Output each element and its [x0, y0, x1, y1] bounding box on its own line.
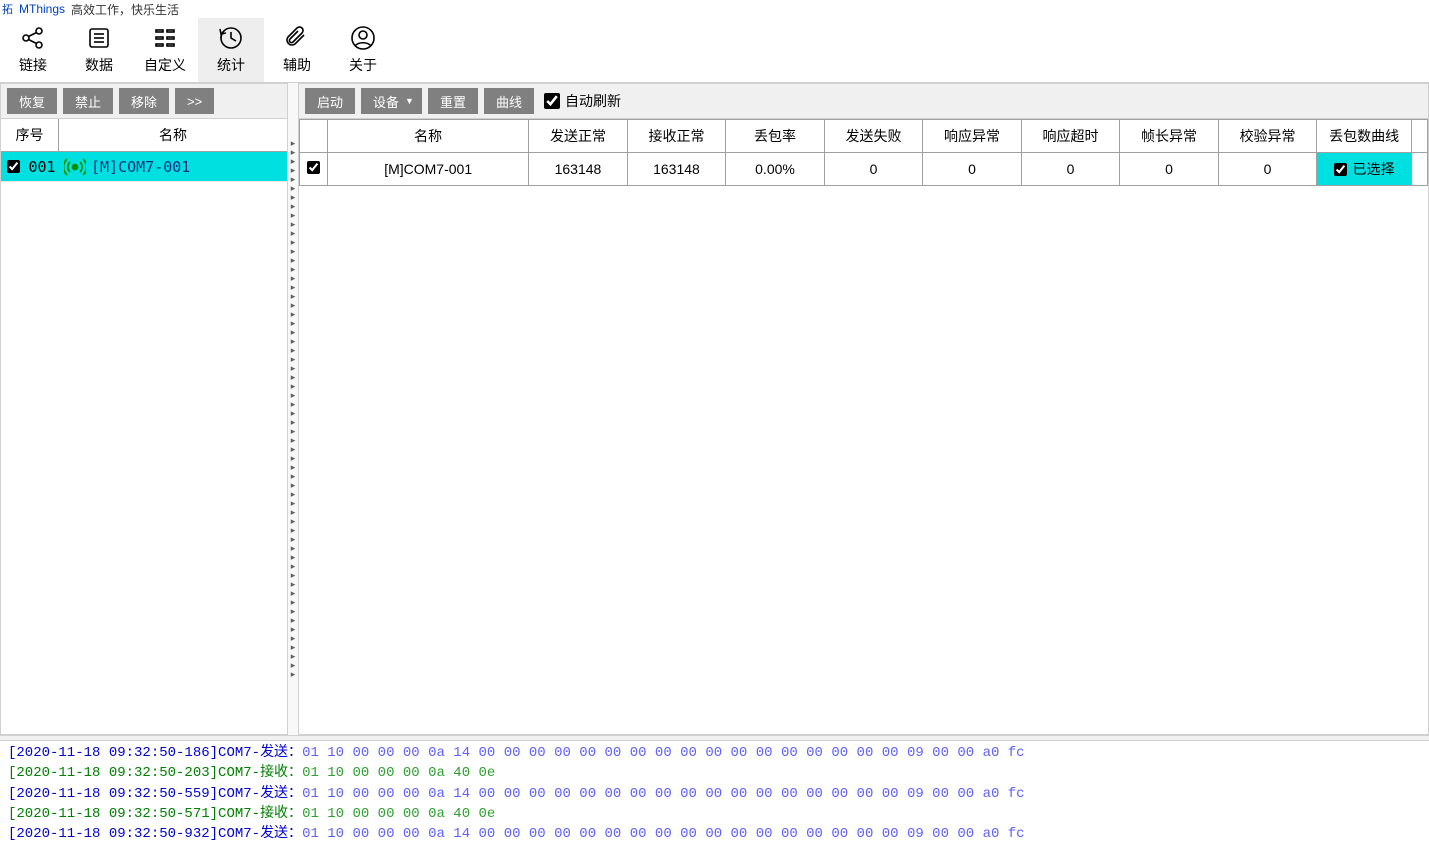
list-icon [86, 25, 112, 51]
signal-icon [59, 156, 91, 178]
cell: 0 [1021, 153, 1120, 186]
cell: 163148 [627, 153, 726, 186]
tab-stats[interactable]: 统计 [198, 18, 264, 82]
left-rows: 001 [M]COM7-001 [1, 152, 287, 734]
cell: [M]COM7-001 [328, 153, 529, 186]
work-area: 恢复 禁止 移除 >> 序号 名称 001 [M]COM7-001 ▸▸▸▸▸▸… [0, 83, 1429, 735]
curve-checkbox[interactable] [1334, 163, 1347, 176]
col-header[interactable]: 名称 [328, 120, 529, 153]
main-tab-bar: 链接 数据 自定义 统计 辅助 关于 [0, 18, 1429, 83]
log-line: [2020-11-18 09:32:50-186]COM7-发送：01 10 0… [8, 743, 1421, 763]
left-col-name: 名称 [59, 119, 287, 151]
app-icon: 拓 [2, 1, 13, 17]
col-header[interactable]: 响应异常 [923, 120, 1022, 153]
log-line: [2020-11-18 09:32:50-559]COM7-发送：01 10 0… [8, 784, 1421, 804]
left-toolbar: 恢复 禁止 移除 >> [1, 84, 287, 119]
share-icon [20, 25, 46, 51]
chevron-down-icon: ▼ [405, 96, 414, 106]
curve-button[interactable]: 曲线 [484, 88, 534, 114]
curve-label: 已选择 [1353, 159, 1395, 179]
history-icon [218, 25, 244, 51]
device-name: [M]COM7-001 [91, 158, 287, 176]
tab-label: 统计 [217, 55, 245, 75]
col-header[interactable]: 响应超时 [1021, 120, 1120, 153]
scroll-cell [1411, 153, 1427, 186]
clip-icon [284, 25, 310, 51]
curve-cell[interactable]: 已选择 [1317, 153, 1412, 186]
col-header[interactable]: 丢包数曲线 [1317, 120, 1412, 153]
tab-link[interactable]: 链接 [0, 18, 66, 82]
right-panel: 启动 设备 ▼ 重置 曲线 自动刷新 名称发送正常接收正常丢包率发送失败响应异常… [298, 83, 1429, 735]
col-header[interactable]: 发送失败 [824, 120, 923, 153]
cell: 0 [923, 153, 1022, 186]
row-checkbox[interactable] [307, 161, 320, 174]
auto-refresh-checkbox[interactable]: 自动刷新 [544, 91, 621, 111]
tab-assist[interactable]: 辅助 [264, 18, 330, 82]
app-motto: 高效工作，快乐生活 [71, 1, 179, 18]
log-panel[interactable]: [2020-11-18 09:32:50-186]COM7-发送：01 10 0… [0, 741, 1429, 851]
left-table-header: 序号 名称 [1, 119, 287, 152]
device-dropdown[interactable]: 设备 ▼ [361, 88, 422, 114]
restore-button[interactable]: 恢复 [7, 88, 57, 114]
user-icon [350, 25, 376, 51]
checkbox-col-header [300, 120, 328, 153]
auto-refresh-input[interactable] [544, 93, 560, 109]
cell: 0 [1218, 153, 1317, 186]
scroll-col-header [1411, 120, 1427, 153]
device-seq: 001 [25, 158, 59, 176]
vertical-splitter[interactable]: ▸▸▸▸▸▸▸▸▸▸▸▸▸▸▸▸▸▸▸▸▸▸▸▸▸▸▸▸▸▸▸▸▸▸▸▸▸▸▸▸… [288, 83, 298, 735]
reset-button[interactable]: 重置 [428, 88, 478, 114]
tab-about[interactable]: 关于 [330, 18, 396, 82]
cell: 0.00% [726, 153, 825, 186]
tab-label: 辅助 [283, 55, 311, 75]
device-label: 设备 [373, 92, 399, 111]
tab-data[interactable]: 数据 [66, 18, 132, 82]
tab-label: 自定义 [144, 55, 186, 75]
titlebar: 拓 MThings 高效工作，快乐生活 [0, 0, 1429, 18]
col-header[interactable]: 帧长异常 [1120, 120, 1219, 153]
auto-refresh-label: 自动刷新 [565, 91, 621, 111]
start-button[interactable]: 启动 [305, 88, 355, 114]
tab-label: 关于 [349, 55, 377, 75]
log-line: [2020-11-18 09:32:50-571]COM7-接收：01 10 0… [8, 804, 1421, 824]
stats-table: 名称发送正常接收正常丢包率发送失败响应异常响应超时帧长异常校验异常丢包数曲线 [M… [299, 119, 1428, 186]
right-table-wrap: 名称发送正常接收正常丢包率发送失败响应异常响应超时帧长异常校验异常丢包数曲线 [M… [299, 119, 1428, 734]
device-row[interactable]: 001 [M]COM7-001 [1, 152, 287, 182]
cell: 0 [1120, 153, 1219, 186]
remove-button[interactable]: 移除 [119, 88, 169, 114]
expand-button[interactable]: >> [175, 88, 214, 114]
cell: 0 [824, 153, 923, 186]
left-panel: 恢复 禁止 移除 >> 序号 名称 001 [M]COM7-001 [0, 83, 288, 735]
log-line: [2020-11-18 09:32:50-203]COM7-接收：01 10 0… [8, 763, 1421, 783]
left-col-seq: 序号 [1, 119, 59, 151]
right-toolbar: 启动 设备 ▼ 重置 曲线 自动刷新 [299, 84, 1428, 119]
col-header[interactable]: 发送正常 [529, 120, 628, 153]
table-row[interactable]: [M]COM7-0011631481631480.00%00000已选择 [300, 153, 1428, 186]
col-header[interactable]: 丢包率 [726, 120, 825, 153]
tab-custom[interactable]: 自定义 [132, 18, 198, 82]
forbid-button[interactable]: 禁止 [63, 88, 113, 114]
device-row-checkbox[interactable] [7, 160, 20, 173]
tab-label: 数据 [85, 55, 113, 75]
col-header[interactable]: 校验异常 [1218, 120, 1317, 153]
app-name: MThings [19, 2, 65, 16]
col-header[interactable]: 接收正常 [627, 120, 726, 153]
log-line: [2020-11-18 09:32:50-932]COM7-发送：01 10 0… [8, 824, 1421, 844]
sliders-icon [152, 25, 178, 51]
tab-label: 链接 [19, 55, 47, 75]
cell: 163148 [529, 153, 628, 186]
